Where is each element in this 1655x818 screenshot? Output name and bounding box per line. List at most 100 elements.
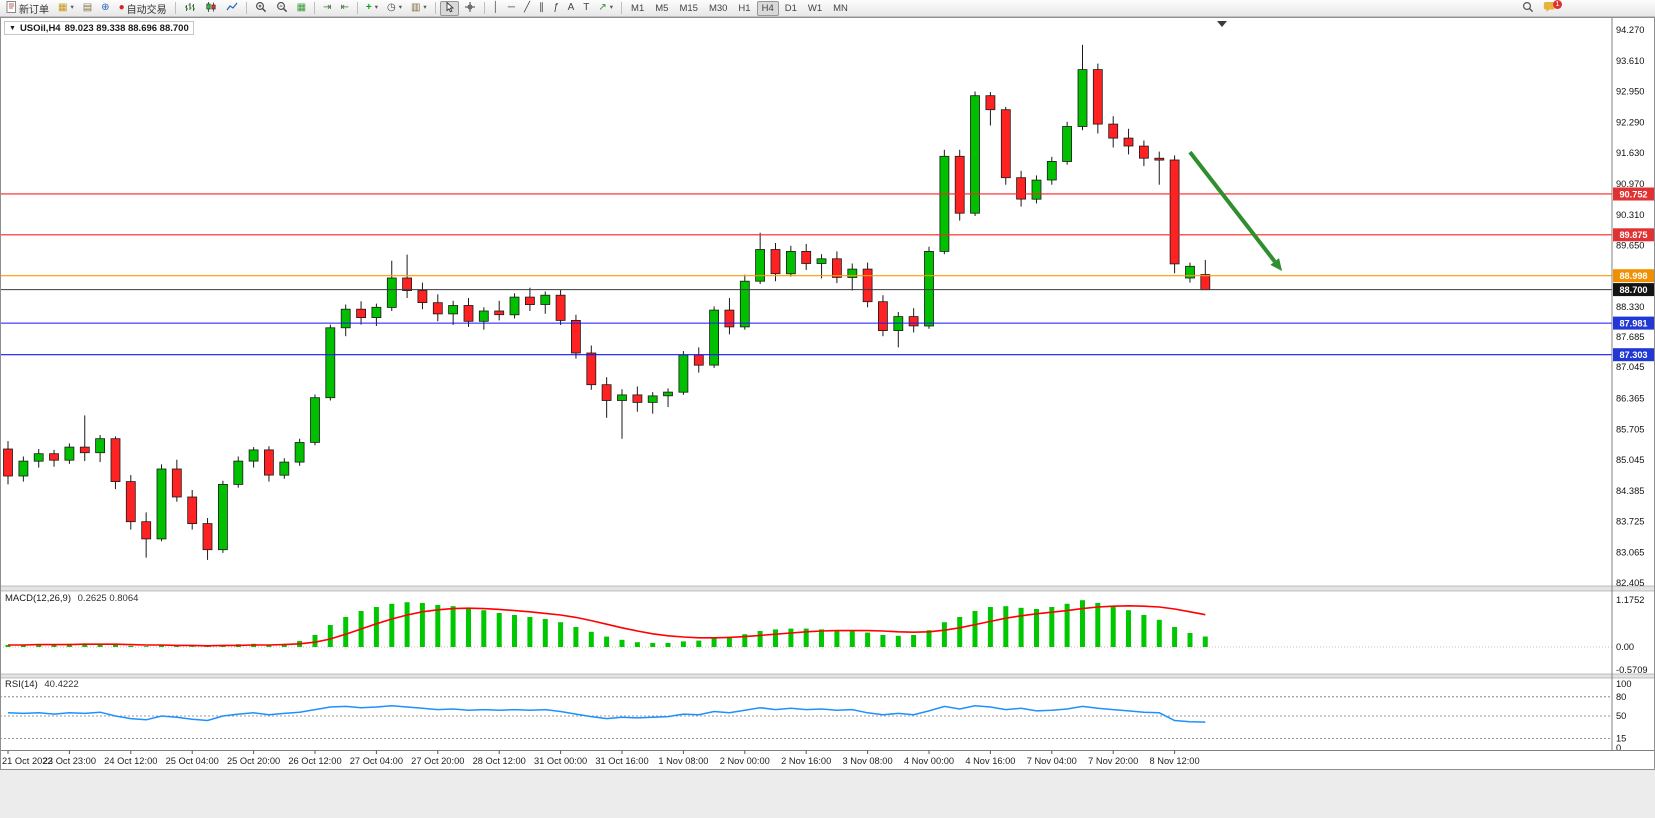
rsi-axis-label: 50 — [1616, 711, 1626, 721]
timeframe-button-w1[interactable]: W1 — [803, 1, 827, 16]
chevron-down-icon: ▾ — [374, 3, 378, 11]
vertical-line-tool-button[interactable]: │ — [489, 1, 503, 16]
timeframe-button-m5[interactable]: M5 — [650, 1, 673, 16]
candle — [402, 277, 413, 292]
chat-button[interactable]: 1 — [1539, 0, 1562, 16]
timeframe-button-h4[interactable]: H4 — [756, 0, 779, 16]
crosshair-button[interactable] — [460, 1, 480, 16]
templates-button[interactable]: ▥ ▾ — [407, 1, 431, 16]
new-order-button[interactable]: 新订单 — [2, 0, 53, 16]
candle — [908, 316, 919, 327]
candle — [954, 155, 965, 214]
label-tool-button[interactable]: T — [579, 1, 593, 16]
price-axis[interactable]: 94.270 93.610 92.950 92.290 91.630 90.970 90.3… — [1616, 25, 1644, 588]
candle — [356, 308, 367, 319]
rsi-axis-label: 15 — [1616, 733, 1626, 743]
candle — [417, 290, 428, 304]
toolbar-separator — [434, 2, 436, 14]
time-axis-label: 2 Nov 16:00 — [781, 756, 831, 766]
horizontal-line-tool-button[interactable]: ─ — [504, 1, 519, 16]
new-order-icon — [6, 0, 17, 16]
channel-tool-button[interactable]: ∥ — [535, 1, 548, 16]
indicators-button[interactable]: + ▾ — [362, 1, 382, 16]
time-axis-label: 8 Nov 12:00 — [1150, 756, 1200, 766]
time-axis-label: 7 Nov 20:00 — [1088, 756, 1138, 766]
candle — [678, 354, 689, 393]
time-axis-label: 31 Oct 00:00 — [534, 756, 587, 766]
time-axis-label: 4 Nov 16:00 — [965, 756, 1015, 766]
candle — [693, 354, 704, 366]
candle — [1139, 145, 1149, 159]
rsi-axis-label: 100 — [1616, 679, 1632, 689]
timeframe-button-d1[interactable]: D1 — [780, 1, 802, 16]
price-axis-label: 91.630 — [1616, 148, 1644, 158]
chart-shift-button[interactable]: ⇤ — [336, 1, 352, 16]
time-axis-label: 21 Oct 2022 — [2, 756, 53, 766]
arrows-tool-button[interactable]: ↗ ▾ — [594, 1, 617, 16]
candle — [586, 352, 597, 386]
arrow-tool-icon: ↗ — [598, 2, 607, 13]
text-tool-button[interactable]: A — [564, 1, 579, 16]
periods-button[interactable]: ◷ ▾ — [383, 1, 406, 16]
trendline-icon: ╱ — [524, 2, 531, 13]
bar-chart-button[interactable] — [180, 1, 200, 16]
search-button[interactable] — [1518, 1, 1538, 16]
chart-canvas[interactable]: 94.270 93.610 92.950 92.290 91.630 90.970 90.3… — [0, 17, 1655, 818]
trendline-tool-button[interactable]: ╱ — [520, 1, 534, 16]
macd-values: 0.2625 0.8064 — [77, 593, 139, 604]
time-axis-label: 25 Oct 04:00 — [166, 756, 219, 766]
autotrading-icon: ● — [118, 2, 125, 13]
timeframe-button-h1[interactable]: H1 — [733, 1, 755, 16]
zoom-in-button[interactable] — [251, 1, 271, 16]
main-toolbar: 新订单 ▦ ▾ ▤ ⊕ ● 自动交易 — [0, 0, 1655, 17]
collapse-icon[interactable]: ▼ — [9, 24, 16, 32]
market-watch-button[interactable]: ⊕ — [97, 1, 113, 16]
autotrading-button[interactable]: ● 自动交易 — [115, 1, 171, 16]
auto-scroll-button[interactable]: ⇥ — [319, 1, 335, 16]
profiles-button[interactable]: ▤ — [79, 1, 96, 16]
cursor-button[interactable] — [439, 0, 459, 16]
horizontal-line-icon: ─ — [507, 2, 516, 13]
new-chart-button[interactable]: ▦ ▾ — [54, 1, 78, 16]
zoom-out-button[interactable] — [272, 1, 292, 16]
fibonacci-tool-button[interactable]: ƒ — [549, 1, 563, 16]
macd-axis-label: 0.00 — [1616, 642, 1634, 652]
line-chart-button[interactable] — [222, 1, 242, 16]
timeframe-button-m1[interactable]: M1 — [626, 1, 649, 16]
cursor-icon — [444, 0, 455, 16]
timeframe-button-mn[interactable]: MN — [828, 1, 853, 16]
chart-ohlc-values: 89.023 89.338 88.696 88.700 — [64, 22, 189, 34]
price-axis-label: 84.385 — [1616, 486, 1644, 496]
candle — [617, 394, 627, 401]
candle — [371, 306, 382, 318]
label-tool-icon: T — [583, 2, 590, 13]
candle — [1046, 160, 1057, 181]
tile-windows-button[interactable]: ▦ — [293, 1, 310, 16]
candle — [125, 481, 136, 523]
timeframe-button-m30[interactable]: M30 — [704, 1, 732, 16]
rsi-indicator-label: RSI(14) 40.4222 — [5, 679, 79, 690]
candle — [171, 468, 182, 498]
candle — [571, 319, 581, 354]
candle — [770, 249, 781, 275]
candle — [970, 95, 980, 214]
chart-shift-marker[interactable] — [1217, 21, 1227, 27]
chevron-down-icon: ▾ — [398, 3, 402, 11]
price-axis-label: 87.685 — [1616, 332, 1644, 342]
rsi-axis-label: 0 — [1616, 743, 1621, 753]
candlestick-chart-button[interactable] — [201, 1, 221, 16]
trend-arrow[interactable] — [1188, 150, 1283, 271]
candle — [847, 268, 858, 278]
auto-scroll-icon: ⇥ — [323, 2, 332, 13]
price-axis-label: 90.310 — [1616, 210, 1644, 220]
candle — [263, 449, 274, 476]
price-level-badge — [1613, 269, 1654, 283]
candle — [187, 496, 198, 525]
price-axis-label: 83.725 — [1616, 517, 1644, 527]
candle — [494, 310, 505, 316]
timeframe-button-m15[interactable]: M15 — [674, 1, 702, 16]
candle — [18, 460, 29, 477]
candle — [1154, 157, 1165, 161]
price-badges: 90.752 89.875 88.998 87.981 87.303 88.700 — [1613, 187, 1654, 362]
